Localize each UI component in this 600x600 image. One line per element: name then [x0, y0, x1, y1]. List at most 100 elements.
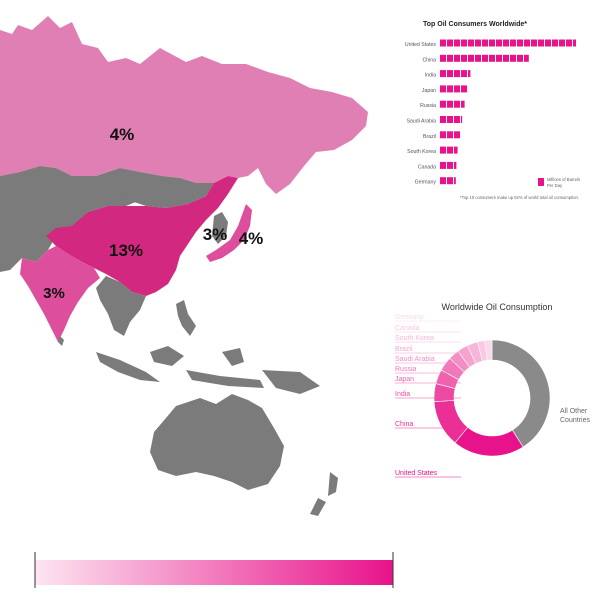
bar-unit: [510, 54, 516, 62]
bar-unit: [552, 39, 558, 47]
bar-unit: [440, 70, 446, 78]
bar-unit: [489, 39, 495, 47]
bar-category-label: Brazil: [423, 134, 436, 140]
bar-unit: [468, 54, 474, 62]
bar-legend-label: Millions of Barrels: [547, 177, 580, 182]
bar-unit: [510, 39, 516, 47]
bar-legend: Millions of Barrels Per Day: [538, 177, 580, 188]
donut-category-label: All Other: [560, 408, 588, 415]
donut-category-label: China: [395, 421, 413, 428]
bar-unit: [454, 85, 460, 93]
label-korea: 3%: [203, 225, 228, 244]
bar-chart-footnote: *Top 10 consumers make up 62% of world t…: [460, 195, 579, 200]
bar-unit: [447, 54, 453, 62]
donut-category-label: Brazil: [395, 346, 413, 353]
bar-unit: [440, 131, 446, 139]
gradient-bar: [35, 560, 393, 585]
bar-unit: [440, 161, 446, 169]
bar-legend-label-2: Per Day: [547, 183, 563, 188]
bar-unit: [559, 39, 565, 47]
region-philippines: [176, 300, 196, 336]
bar-unit: [461, 54, 467, 62]
region-china: [46, 176, 238, 296]
bar-unit: [475, 54, 481, 62]
bar-unit: [447, 85, 453, 93]
bar-unit: [503, 39, 509, 47]
bar-category-label: Saudi Arabia: [407, 119, 437, 125]
bar-unit: [447, 177, 453, 185]
bar-category-label: Russia: [420, 103, 436, 109]
bar-unit: [440, 116, 446, 123]
region-korea: [212, 212, 228, 244]
label-japan: 4%: [239, 229, 264, 248]
bar-unit: [538, 39, 544, 47]
donut-category-label: Germany: [395, 314, 424, 321]
worldwide-consumption-donut: Worldwide Oil Consumption Germany Canada S…: [395, 302, 590, 478]
region-russia: [0, 16, 368, 194]
bar-unit: [454, 116, 460, 123]
bar-category-label: United States: [405, 42, 437, 48]
bar-unit-partial: [468, 70, 471, 78]
region-indonesia: [96, 346, 320, 394]
bar-unit: [440, 177, 446, 185]
bar-chart-title: Top Oil Consumers Worldwide*: [423, 21, 527, 28]
bar-unit: [447, 100, 453, 108]
donut-category-label: Saudi Arabia: [395, 356, 435, 363]
top-consumers-chart: Top Oil Consumers Worldwide* United Stat…: [405, 21, 580, 200]
bar-category-label: South Korea: [407, 149, 436, 155]
bar-unit: [517, 39, 523, 47]
donut-slice: [454, 426, 524, 457]
bar-unit: [447, 131, 453, 139]
bar-category-label: Japan: [422, 88, 436, 94]
region-india: [20, 246, 100, 342]
bar-unit: [447, 161, 453, 169]
bar-unit: [461, 70, 467, 78]
donut-category-label: Japan: [395, 376, 414, 383]
region-japan: [206, 204, 252, 262]
bar-unit-partial: [461, 100, 465, 108]
bar-unit: [524, 39, 530, 47]
donut-category-label-2: Countries: [560, 417, 590, 424]
bar-unit: [440, 85, 446, 93]
bar-unit-partial: [454, 177, 456, 185]
region-mongolia: [118, 176, 214, 208]
bar-unit: [454, 100, 460, 108]
donut-title: Worldwide Oil Consumption: [442, 302, 553, 312]
bar-unit: [447, 39, 453, 47]
region-new-zealand: [310, 472, 338, 516]
bar-unit: [517, 54, 523, 62]
bar-unit: [461, 39, 467, 47]
bar-unit: [440, 54, 446, 62]
bar-unit-partial: [573, 39, 576, 47]
donut-slice: [491, 339, 551, 448]
bar-category-label: Canada: [418, 164, 436, 170]
bar-unit-partial: [524, 54, 529, 62]
bar-unit: [447, 116, 453, 123]
bar-unit-partial: [454, 146, 458, 154]
label-china: 13%: [109, 241, 143, 260]
bar-unit: [475, 39, 481, 47]
bar-unit: [496, 39, 502, 47]
bar-unit: [496, 54, 502, 62]
bar-unit: [440, 146, 446, 154]
bar-unit: [440, 39, 446, 47]
region-australia: [150, 394, 284, 490]
donut-category-label: United States: [395, 470, 438, 477]
donut-category-label: Russia: [395, 366, 417, 373]
bar-unit: [461, 85, 467, 93]
region-se-asia: [96, 276, 146, 336]
bar-unit: [447, 70, 453, 78]
bar-unit: [454, 131, 460, 139]
bar-unit: [489, 54, 495, 62]
donut-category-label: South Korea: [395, 335, 434, 342]
bar-unit: [503, 54, 509, 62]
bar-unit: [482, 39, 488, 47]
region-sri-lanka: [58, 336, 64, 346]
gradient-scale: [34, 552, 394, 588]
bar-unit: [454, 54, 460, 62]
bar-category-label: China: [422, 57, 436, 63]
label-india: 3%: [43, 285, 65, 302]
bar-unit: [566, 39, 572, 47]
bar-unit-partial: [461, 116, 463, 123]
